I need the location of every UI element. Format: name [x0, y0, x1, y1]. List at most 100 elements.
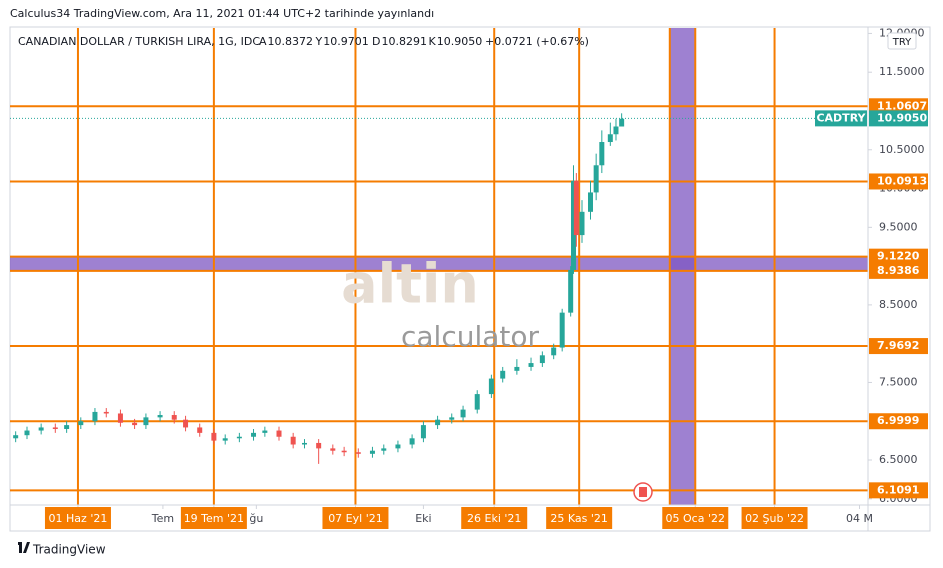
candle-body	[197, 427, 203, 433]
x-tick-highlight	[662, 507, 729, 529]
x-tick-label: 07 Eyl '21	[328, 512, 383, 525]
ohlc-value: 10.9050	[437, 35, 483, 48]
symbol-tag-label: CADTRY	[816, 111, 866, 124]
level-tag	[869, 262, 928, 279]
y-tick-label: 8.5000	[879, 298, 918, 311]
level-label: 10.0913	[877, 174, 927, 187]
candle-body	[132, 422, 138, 426]
candle-body	[435, 419, 441, 426]
x-tick-highlight	[180, 507, 247, 529]
candle-body	[92, 411, 98, 422]
level-tag	[869, 482, 928, 499]
candle-body	[276, 430, 282, 437]
x-tick-label: 01 Haz '21	[49, 512, 108, 525]
ohlc-value: 10.8291	[381, 35, 427, 48]
candle-body	[251, 432, 257, 437]
x-tick-highlight	[461, 507, 528, 529]
symbol: CANADIAN DOLLAR / TURKISH LIRA, 1G, IDC	[18, 35, 260, 48]
event-flag	[639, 487, 647, 497]
x-tick-highlight	[322, 507, 389, 529]
candle-body	[341, 450, 347, 453]
time-band	[669, 28, 696, 505]
candle-body	[13, 435, 19, 439]
candle-body	[211, 432, 217, 441]
tv-logo	[10, 542, 30, 553]
ohlc-key: Y	[315, 35, 323, 48]
candle-body	[599, 142, 605, 166]
candle-body	[559, 312, 565, 348]
candle-body	[573, 180, 579, 236]
level-label: 11.0607	[877, 99, 927, 112]
level-tag	[869, 98, 928, 115]
ohlc-key: D	[372, 35, 380, 48]
candle-body	[613, 126, 619, 135]
candle-body	[38, 427, 44, 431]
x-tick-label: 26 Eki '21	[467, 512, 521, 525]
level-label: 6.1091	[877, 483, 919, 496]
x-tick-label: 02 Şub '22	[745, 512, 804, 525]
candle-body	[262, 430, 268, 433]
currency-button[interactable]	[887, 32, 917, 50]
candle-body	[449, 417, 455, 420]
candle-body	[330, 448, 336, 451]
candle-body	[619, 118, 625, 127]
candle-body	[171, 415, 177, 420]
candle-body	[587, 192, 593, 212]
candle-body	[290, 436, 296, 445]
candle-body	[24, 430, 30, 436]
x-tick-label: Tem	[151, 512, 174, 525]
candle-body	[500, 370, 506, 379]
x-tick-highlight	[44, 507, 111, 529]
candle-body	[539, 355, 545, 364]
footer: TradingView	[32, 543, 106, 557]
candle-body	[568, 269, 574, 313]
candle-body	[381, 448, 387, 451]
y-tick-label: 11.5000	[879, 65, 925, 78]
candle-body	[579, 211, 585, 236]
level-label: 6.9999	[877, 414, 919, 427]
x-tick-label: Eki	[415, 512, 431, 525]
currency-label: TRY	[892, 37, 912, 48]
candle-body	[528, 363, 534, 367]
level-label: 7.9692	[877, 339, 919, 352]
candle-body	[236, 436, 242, 439]
ohlc-value: 10.9701	[323, 35, 369, 48]
level-tag	[869, 413, 928, 430]
y-tick-label: 6.5000	[879, 453, 918, 466]
y-tick-label: 10.5000	[879, 143, 925, 156]
candle-body	[301, 442, 307, 445]
watermark: altin	[341, 253, 479, 316]
price-band	[10, 256, 868, 271]
caption: Calculus34 TradingView.com, Ara 11, 2021…	[10, 7, 434, 20]
candle-body	[409, 438, 415, 445]
chart-frame	[9, 26, 931, 532]
x-tick-label: 19 Tem '21	[184, 512, 244, 525]
candle-body	[488, 378, 494, 395]
change: +0.0721 (+0.67%)	[485, 35, 589, 48]
candle-body	[395, 444, 401, 449]
candle-body	[117, 413, 123, 423]
x-tick-label: ğu	[249, 512, 263, 525]
candle-body	[52, 427, 58, 429]
ohlc-key: A	[259, 35, 267, 48]
x-tick-label: 05 Oca '22	[666, 512, 725, 525]
level-tag	[869, 338, 928, 355]
level-label: 9.1220	[877, 250, 920, 263]
candle-body	[474, 394, 480, 410]
candle-body	[369, 450, 375, 454]
level-tag	[869, 173, 928, 190]
ohlc-value: 10.8372	[268, 35, 314, 48]
y-tick-label: 9.5000	[879, 220, 918, 233]
candle-body	[316, 442, 322, 449]
candle-body	[593, 165, 599, 193]
symbol-tag	[815, 110, 867, 127]
candle-body	[607, 134, 613, 143]
x-tick-label: 25 Kas '21	[550, 512, 608, 525]
candle-body	[103, 411, 109, 414]
candle-body	[420, 425, 426, 439]
price-tag	[869, 110, 928, 127]
price-tag-label: 10.9050	[877, 111, 927, 124]
y-tick-label: 7.5000	[879, 375, 918, 388]
watermark: calculator	[401, 320, 540, 353]
